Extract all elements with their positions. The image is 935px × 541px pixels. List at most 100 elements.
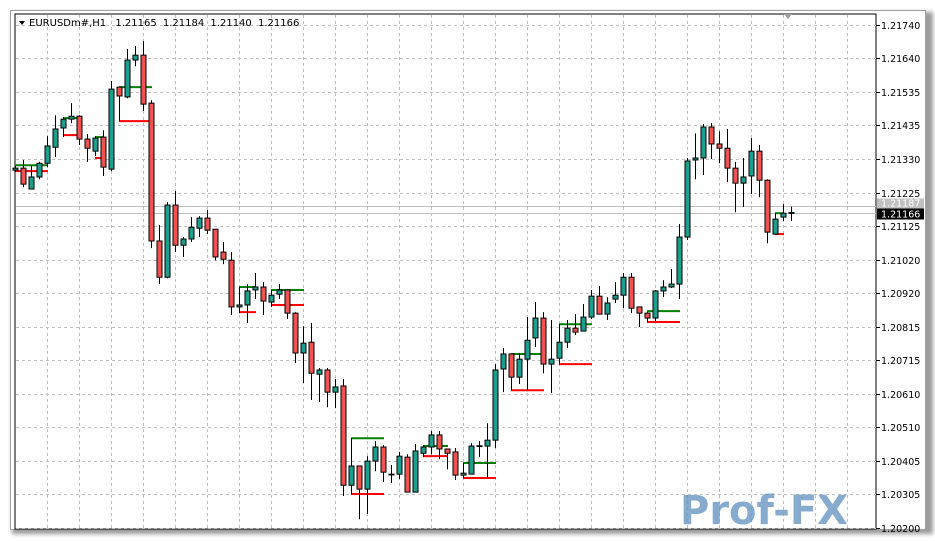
candle: [124, 48, 131, 99]
candles: [12, 41, 795, 520]
bear-candle-body: [172, 204, 179, 246]
bear-candle-body: [716, 143, 723, 149]
candle: [268, 289, 275, 307]
candle: [84, 134, 91, 162]
bull-candle-body: [788, 212, 795, 214]
candle: [44, 136, 51, 168]
symbol-menu-triangle-icon[interactable]: [19, 21, 25, 25]
candle: [516, 352, 523, 385]
bull-candle-body: [252, 286, 259, 291]
bull-candle-body: [772, 218, 779, 235]
candle: [548, 319, 555, 394]
bull-candle-body: [660, 286, 667, 292]
bull-candle-body: [700, 126, 707, 159]
candle: [380, 445, 387, 482]
candle: [92, 136, 99, 157]
price-axis[interactable]: 1.21740 1.21640 1.21535 1.21435 1.21330 1.212…: [876, 21, 924, 535]
bull-candle-body: [12, 167, 19, 171]
bear-candle-body: [148, 102, 155, 242]
y-tick-label: 1.21435: [881, 121, 920, 132]
bull-candle-body: [428, 434, 435, 448]
y-tick-label: 1.20610: [881, 390, 920, 401]
candle: [420, 445, 427, 458]
candle: [588, 289, 595, 320]
candle: [12, 166, 19, 173]
bull-candle-body: [372, 446, 379, 462]
candle: [20, 159, 27, 188]
candle: [388, 464, 395, 483]
bear-candle-body: [636, 306, 643, 314]
bear-candle-body: [436, 434, 443, 450]
candle: [644, 312, 651, 322]
candle: [556, 324, 563, 365]
candle: [28, 165, 35, 190]
candle: [484, 423, 491, 478]
bull-candle-body: [36, 162, 43, 178]
bear-candle-body: [508, 353, 515, 378]
bear-candle-body: [732, 167, 739, 184]
bear-candle-body: [260, 286, 267, 302]
bear-candle-body: [380, 446, 387, 473]
bear-candle-body: [204, 217, 211, 231]
candle: [468, 443, 475, 475]
bull-candle-body: [604, 302, 611, 315]
candle: [740, 158, 747, 208]
candle: [604, 297, 611, 320]
bear-candle-body: [452, 451, 459, 476]
candle: [308, 322, 315, 401]
candle: [172, 191, 179, 253]
candle: [180, 237, 187, 257]
bull-candle-body: [748, 150, 755, 177]
chart-shift-marker-icon[interactable]: [784, 14, 792, 19]
y-tick-label: 1.21020: [881, 256, 920, 267]
candle: [196, 216, 203, 238]
bull-candle-body: [268, 294, 275, 303]
bear-candle-body: [100, 136, 107, 168]
bull-candle-body: [364, 460, 371, 490]
candle: [188, 217, 195, 242]
bear-candle-body: [228, 259, 235, 308]
candle: [68, 103, 75, 124]
bear-candle-body: [284, 289, 291, 314]
candle: [452, 448, 459, 481]
bear-candle-body: [628, 276, 635, 309]
candle: [372, 441, 379, 472]
candle: [164, 202, 171, 279]
bull-candle-body: [740, 176, 747, 184]
bull-candle-body: [524, 339, 531, 360]
bull-candle-body: [420, 446, 427, 454]
header-open: 1.21165: [115, 18, 156, 29]
bear-candle-body: [220, 251, 227, 260]
candle: [636, 306, 643, 328]
candle: [572, 314, 579, 336]
candle: [300, 326, 307, 384]
candle: [284, 289, 291, 320]
bear-candle-body: [644, 312, 651, 319]
bull-candle-body: [108, 88, 115, 170]
bull-candle-body: [668, 283, 675, 288]
bear-candle-body: [708, 126, 715, 145]
bear-candle-body: [84, 138, 91, 149]
candle: [116, 86, 123, 122]
candle: [324, 368, 331, 408]
bear-candle-body: [756, 150, 763, 181]
candle: [724, 128, 731, 183]
bull-candle-body: [412, 450, 419, 493]
y-tick-label: 1.20815: [881, 323, 920, 334]
y-tick-label: 1.20405: [881, 457, 920, 468]
y-tick-label: 1.20715: [881, 356, 920, 367]
bear-candle-body: [76, 115, 83, 140]
candle: [276, 284, 283, 300]
bull-candle-body: [780, 212, 787, 218]
bull-candle-body: [52, 128, 59, 148]
bull-candle-body: [468, 445, 475, 475]
bear-candle-body: [540, 317, 547, 365]
candle: [540, 312, 547, 374]
candle: [748, 138, 755, 194]
candle: [412, 444, 419, 493]
y-tick-label: 1.20920: [881, 289, 920, 300]
candle: [428, 431, 435, 455]
bull-candle-body: [492, 369, 499, 441]
y-tick-label: 1.20510: [881, 423, 920, 434]
